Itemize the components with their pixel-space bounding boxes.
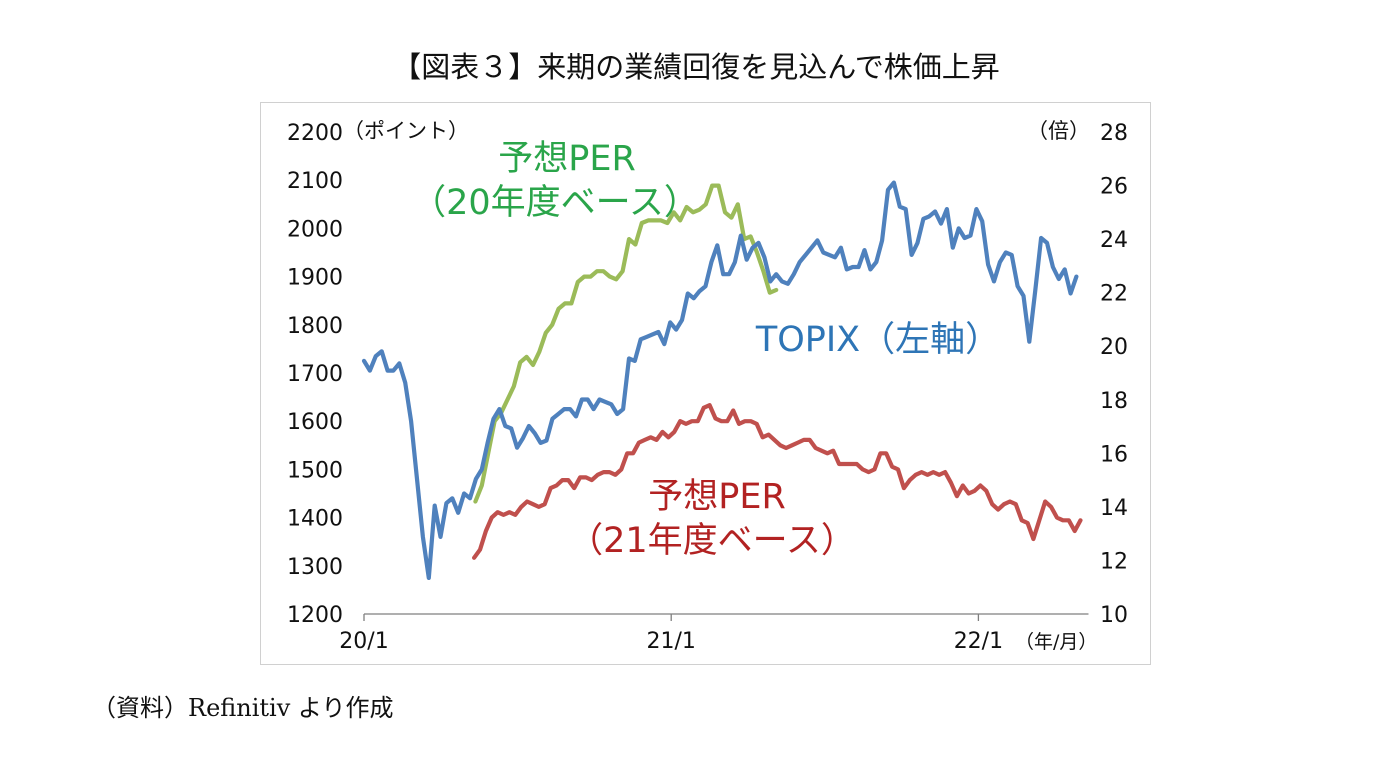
topix-line [361, 180, 1079, 580]
right-y-tick-label: 14 [1100, 496, 1128, 521]
per21-line [472, 403, 1083, 560]
source-note: （資料）Refinitiv より作成 [92, 694, 394, 722]
right-y-tick-label: 24 [1100, 228, 1128, 253]
left-y-tick-label: 1400 [287, 507, 343, 532]
per21-label-line1: 予想PER [648, 477, 786, 517]
per20-label-line2: （20年度ベース） [411, 183, 699, 223]
left-axis-unit-label: （ポイント） [343, 119, 469, 143]
right-y-tick-label: 16 [1100, 442, 1128, 467]
left-y-tick-label: 2100 [287, 169, 343, 194]
right-axis-unit-label: （倍） [1027, 119, 1090, 143]
x-axis-unit-label: （年/月） [1015, 631, 1097, 653]
right-y-tick-label: 12 [1100, 549, 1128, 574]
right-y-tick-label: 18 [1100, 389, 1128, 414]
left-y-tick-label: 1200 [287, 603, 343, 628]
left-y-tick-label: 1500 [287, 458, 343, 483]
chart-labels: （ポイント） （倍） （年/月） 予想PER （20年度ベース） TOPIX（左… [343, 119, 1097, 653]
per21-label-line2: （21年度ベース） [568, 521, 856, 561]
x-tick-label: 21/1 [646, 629, 695, 654]
left-y-tick-label: 1900 [287, 266, 343, 291]
topix-label: TOPIX（左軸） [755, 320, 1000, 360]
chart-axes: 20/1 21/1 22/1 1200 1300 1400 1500 1600 1700 1800… [287, 121, 1128, 654]
right-y-tick-label: 22 [1100, 282, 1128, 307]
right-y-tick-label: 10 [1100, 603, 1128, 628]
per20-line [473, 183, 779, 504]
left-y-tick-label: 1800 [287, 314, 343, 339]
chart-series [361, 180, 1083, 580]
left-y-tick-label: 1700 [287, 362, 343, 387]
chart-frame [260, 102, 1151, 665]
figure-title: 【図表３】来期の業績回復を見込んで株価上昇 [392, 50, 1000, 84]
per20-label-line1: 予想PER [498, 139, 636, 179]
right-y-tick-label: 26 [1100, 175, 1128, 200]
x-tick-label: 20/1 [339, 629, 388, 654]
right-y-tick-label: 20 [1100, 335, 1128, 360]
left-y-tick-label: 2000 [287, 217, 343, 242]
right-y-tick-label: 28 [1100, 121, 1128, 146]
left-y-tick-label: 1300 [287, 555, 343, 580]
left-y-tick-label: 1600 [287, 410, 343, 435]
x-tick-label: 22/1 [954, 629, 1003, 654]
left-y-tick-label: 2200 [287, 121, 343, 146]
